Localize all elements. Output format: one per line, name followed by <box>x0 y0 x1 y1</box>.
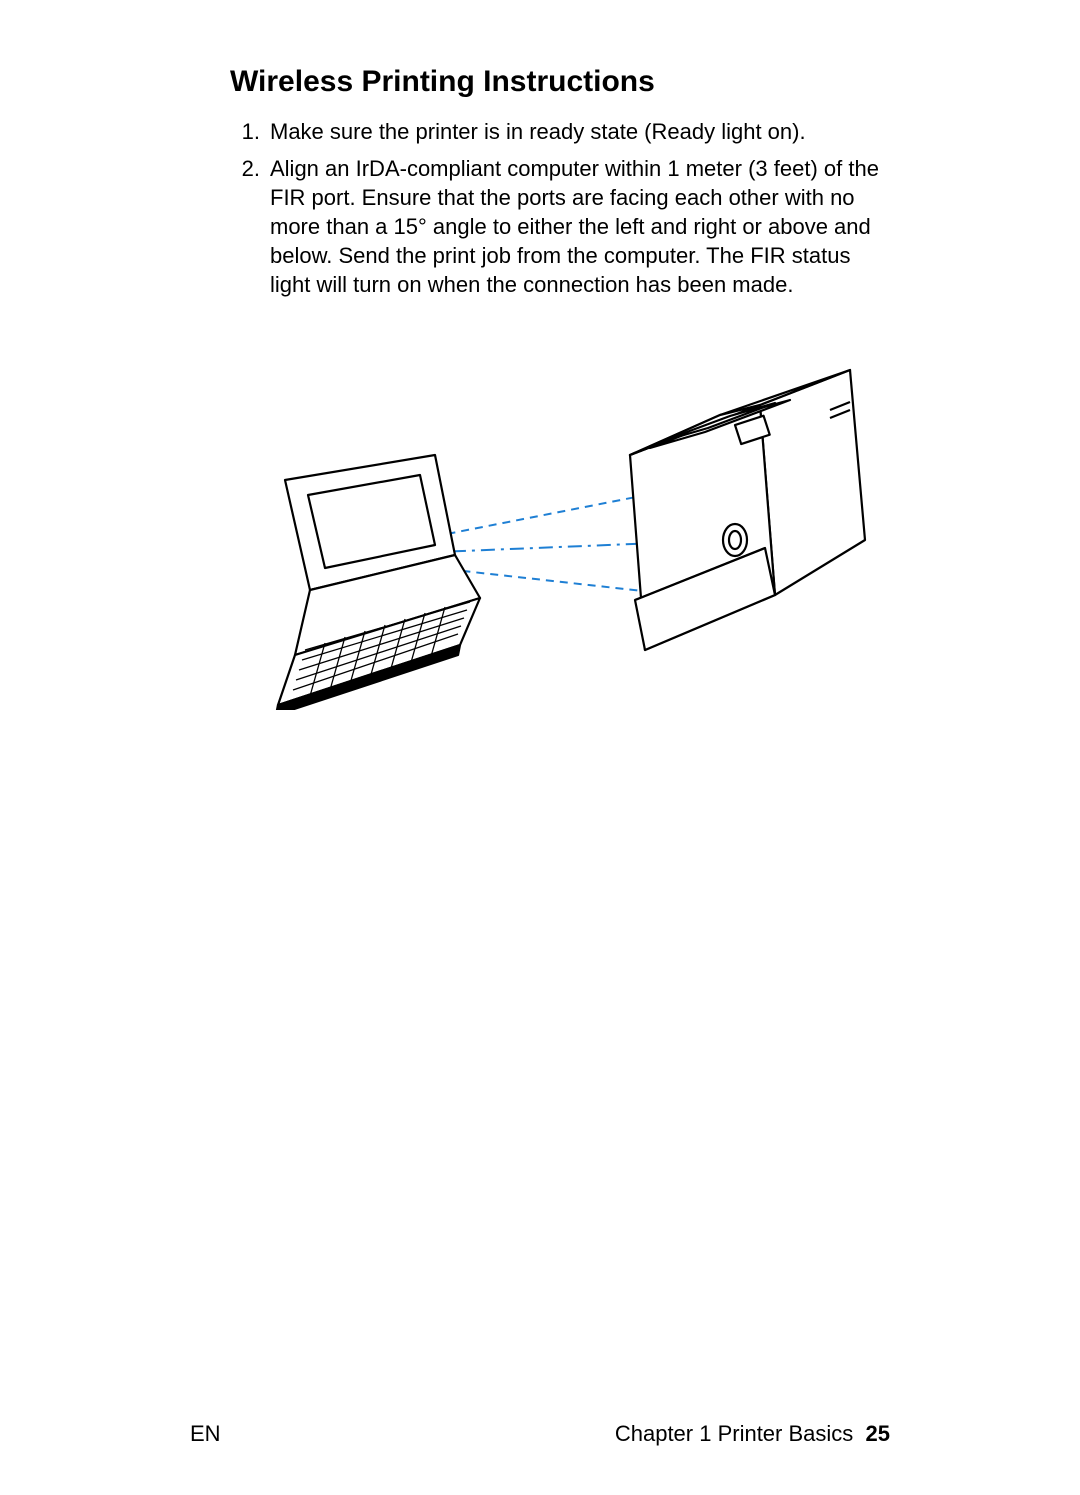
diagram-svg <box>230 310 880 710</box>
footer-chapter-text: Chapter 1 Printer Basics <box>615 1421 853 1446</box>
printer-icon <box>630 370 865 650</box>
instruction-step: 2. Align an IrDA-compliant computer with… <box>270 154 890 299</box>
step-number: 2. <box>230 154 260 183</box>
step-number: 1. <box>230 117 260 146</box>
step-text: Make sure the printer is in ready state … <box>270 119 806 144</box>
section-heading: Wireless Printing Instructions <box>230 65 890 99</box>
step-text: Align an IrDA-compliant computer within … <box>270 156 879 297</box>
footer-chapter: Chapter 1 Printer Basics 25 <box>615 1421 890 1447</box>
footer-language: EN <box>190 1421 221 1447</box>
wireless-alignment-diagram <box>230 310 880 710</box>
footer-page-number: 25 <box>866 1421 890 1446</box>
instruction-step: 1. Make sure the printer is in ready sta… <box>270 117 890 146</box>
instruction-list: 1. Make sure the printer is in ready sta… <box>230 117 890 299</box>
manual-page: Wireless Printing Instructions 1. Make s… <box>0 0 1080 1495</box>
laptop-icon <box>276 455 480 710</box>
page-footer: EN Chapter 1 Printer Basics 25 <box>0 1421 1080 1447</box>
